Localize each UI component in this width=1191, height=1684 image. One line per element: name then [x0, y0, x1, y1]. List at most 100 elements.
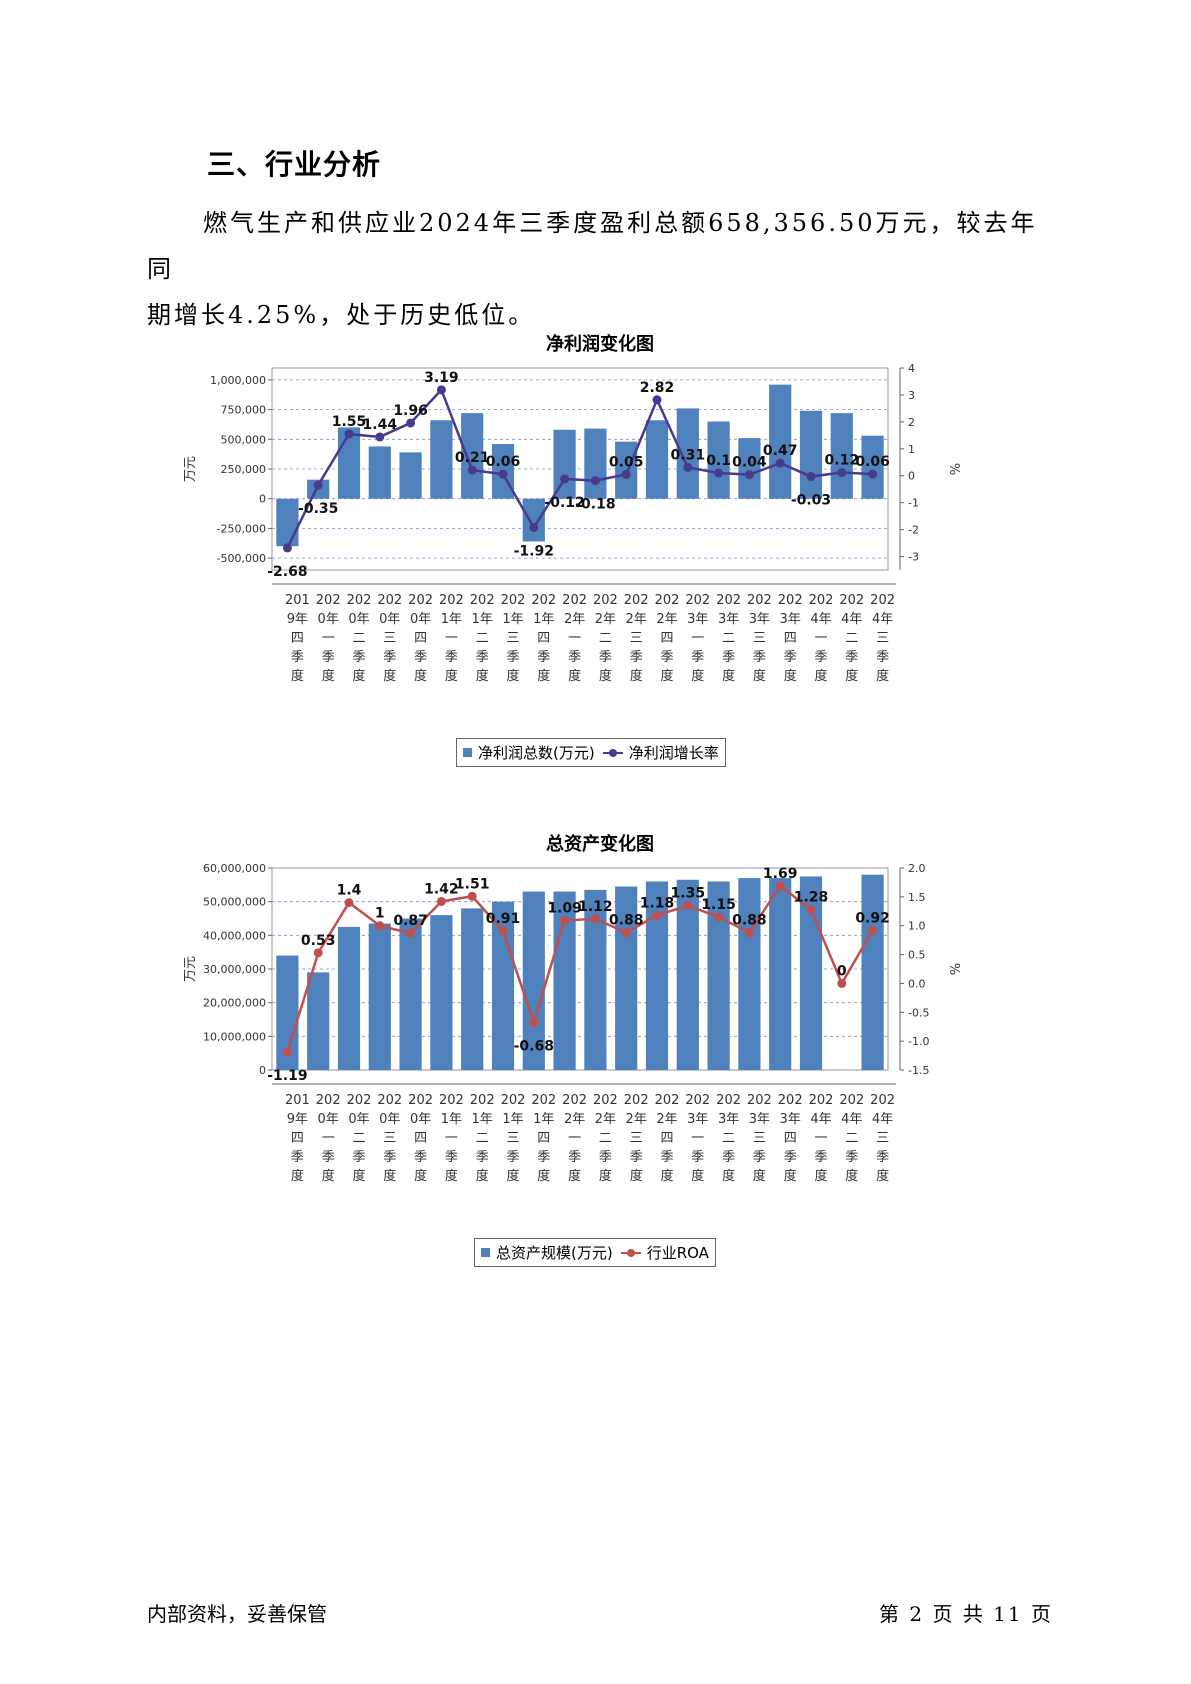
- x-tick-label: 三: [383, 631, 396, 646]
- series-line: [286, 387, 873, 549]
- x-tick-label: 度: [660, 668, 673, 684]
- x-tick-label: 度: [568, 1168, 581, 1184]
- series-point: [868, 925, 878, 935]
- x-tick-label: 度: [322, 1168, 335, 1184]
- y-axis-label: 万元: [183, 456, 198, 482]
- y-tick-label: 10,000,000: [203, 1030, 266, 1043]
- x-tick-label: 202: [593, 593, 618, 608]
- x-tick-label: 四: [784, 631, 797, 646]
- data-label: 1.35: [671, 886, 706, 902]
- series-point: [590, 914, 600, 924]
- data-label: 1.12: [578, 899, 613, 915]
- series-point: [282, 543, 292, 553]
- x-tick-label: 季: [660, 1150, 673, 1165]
- x-tick-label: 季: [845, 650, 858, 665]
- x-tick-label: 202: [377, 1093, 402, 1108]
- series-point: [621, 928, 631, 938]
- data-label: 0.31: [671, 447, 706, 463]
- series-point: [467, 891, 477, 901]
- x-tick-label: 度: [691, 1168, 704, 1184]
- x-tick-label: 三: [753, 631, 766, 646]
- bar: [307, 972, 330, 1070]
- series-line: [286, 884, 874, 1053]
- data-label: -0.03: [791, 493, 831, 509]
- bar: [461, 413, 484, 499]
- x-tick-label: 季: [506, 1150, 519, 1165]
- x-tick-label: 四: [660, 1131, 673, 1146]
- x-tick-label: 度: [291, 668, 304, 684]
- x-tick-label: 度: [876, 1168, 889, 1184]
- x-tick-label: 三: [876, 631, 889, 646]
- y2-tick-label: -0.5: [908, 1006, 929, 1019]
- y2-tick-label: -3: [908, 551, 919, 564]
- analysis-paragraph: 燃气生产和供应业2024年三季度盈利总额658,356.50万元，较去年同 期增…: [147, 200, 1047, 338]
- y-tick-label: 500,000: [221, 433, 267, 446]
- x-tick-label: 202: [839, 593, 864, 608]
- data-label: 1.15: [701, 897, 736, 913]
- chart-1-legend: 净利润总数(万元) 净利润增长率: [456, 738, 726, 767]
- x-tick-label: 度: [660, 1168, 673, 1184]
- series-point: [621, 469, 631, 479]
- y-axis-label: 万元: [183, 956, 198, 982]
- x-tick-label: 4年: [841, 612, 862, 627]
- x-tick-label: 季: [722, 1150, 735, 1165]
- x-tick-label: 202: [747, 593, 772, 608]
- bar: [707, 881, 730, 1070]
- series-point: [714, 468, 724, 478]
- x-tick-label: 3年: [780, 612, 801, 627]
- x-tick-label: 二: [722, 1131, 735, 1146]
- data-label: 0.21: [455, 450, 490, 466]
- x-tick-label: 一: [445, 1131, 458, 1146]
- x-tick-label: 202: [747, 1093, 772, 1108]
- series-point: [590, 476, 600, 486]
- y2-tick-label: 4: [908, 362, 915, 375]
- x-tick-label: 度: [445, 668, 458, 684]
- bar: [337, 926, 361, 1070]
- bar: [615, 886, 638, 1070]
- data-label: 1.4: [337, 883, 362, 899]
- x-tick-label: 四: [784, 1131, 797, 1146]
- paragraph-line-1: 燃气生产和供应业2024年三季度盈利总额658,356.50万元，较去年同: [147, 209, 1038, 283]
- x-tick-label: 2年: [656, 612, 677, 627]
- bar: [830, 413, 853, 499]
- data-label: 0.04: [732, 455, 767, 471]
- x-tick-label: 季: [630, 650, 643, 665]
- x-tick-label: 度: [599, 668, 612, 684]
- bar: [368, 923, 391, 1070]
- bar: [707, 421, 730, 499]
- x-tick-label: 4年: [872, 1112, 893, 1127]
- data-label: 1.42: [424, 881, 459, 897]
- y2-tick-label: 0: [908, 470, 915, 483]
- x-tick-label: 1年: [533, 612, 554, 627]
- x-tick-label: 一: [568, 1131, 581, 1146]
- x-tick-label: 202: [778, 1093, 803, 1108]
- x-tick-label: 季: [784, 1150, 797, 1165]
- x-tick-label: 0年: [410, 1112, 431, 1127]
- series-point: [652, 395, 662, 405]
- x-tick-label: 季: [568, 1150, 581, 1165]
- bar: [276, 498, 299, 547]
- x-tick-label: 9年: [287, 612, 308, 627]
- x-tick-label: 季: [814, 650, 827, 665]
- data-label: 0.88: [609, 913, 644, 929]
- series-point: [652, 910, 662, 920]
- series-point: [744, 470, 754, 480]
- data-label: -0.12: [544, 495, 584, 511]
- x-tick-label: 202: [839, 1093, 864, 1108]
- x-tick-label: 度: [352, 668, 365, 684]
- data-label: -0.68: [514, 1039, 554, 1055]
- x-tick-label: 季: [630, 1150, 643, 1165]
- x-tick-label: 202: [347, 1093, 372, 1108]
- bar: [645, 420, 669, 499]
- x-tick-label: 202: [470, 1093, 495, 1108]
- bar: [738, 878, 761, 1070]
- x-tick-label: 季: [383, 650, 396, 665]
- x-tick-label: 度: [784, 1168, 797, 1184]
- series-point: [806, 472, 816, 482]
- data-label: 1.28: [794, 890, 829, 906]
- x-tick-label: 202: [870, 1093, 895, 1108]
- data-label: 0.12: [825, 453, 860, 469]
- x-tick-label: 度: [291, 1168, 304, 1184]
- x-tick-label: 季: [506, 650, 519, 665]
- x-tick-label: 季: [784, 650, 797, 665]
